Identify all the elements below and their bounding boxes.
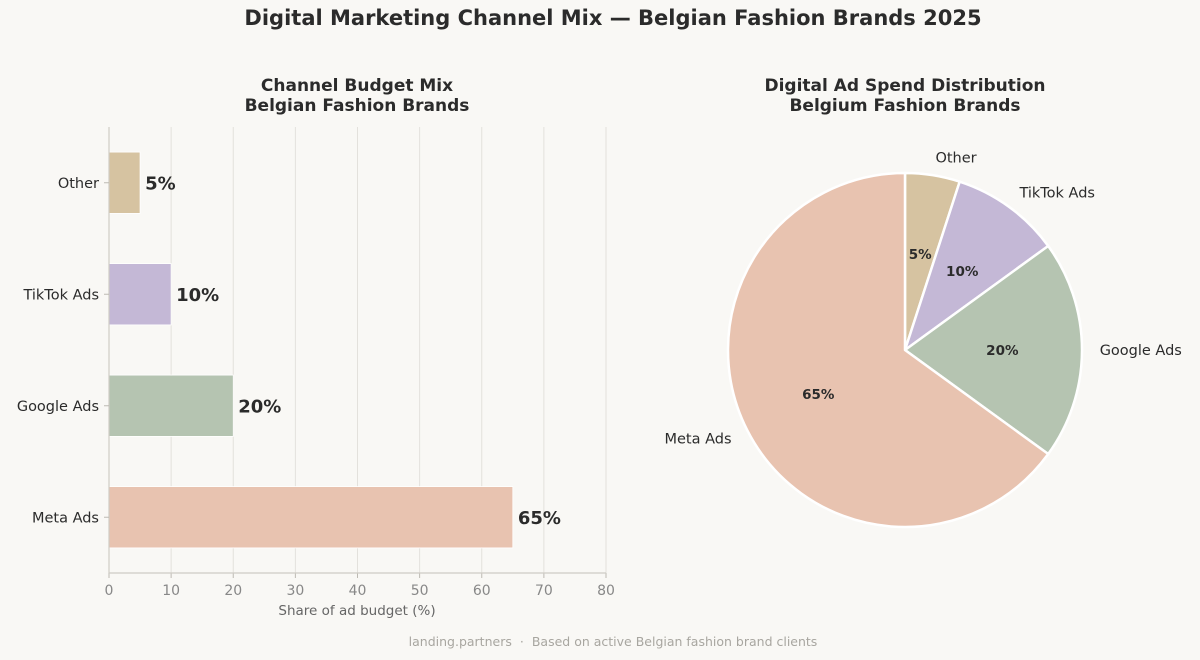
footer-source: landing.partners	[408, 634, 512, 649]
pie-chart: Digital Ad Spend Distribution Belgium Fa…	[664, 76, 1182, 529]
bar-x-tick-label: 40	[349, 583, 367, 599]
footer-note: landing.partners · Based on active Belgian…	[0, 634, 1200, 649]
bar-google-ads	[108, 374, 234, 437]
bar-x-axis-label: Share of ad budget (%)	[278, 603, 435, 619]
bar-chart-subtitle: Belgian Fashion Brands	[245, 96, 470, 116]
pie-slice-meta-ads	[726, 171, 1050, 529]
bar-x-tick-label: 80	[597, 583, 615, 599]
page-title: Digital Marketing Channel Mix — Belgian …	[244, 6, 982, 30]
bar-y-tick-label: TikTok Ads	[22, 287, 99, 303]
bar-y-tick-label: Meta Ads	[32, 510, 99, 526]
bar-x-tick-label: 50	[411, 583, 429, 599]
bar-bars: 65% 20% 10% 5%	[108, 151, 561, 549]
pie-data-label: 5%	[909, 247, 932, 263]
bar-y-tick-label: Google Ads	[17, 399, 99, 415]
pie-chart-title: Digital Ad Spend Distribution	[764, 76, 1045, 96]
bar-meta-ads	[108, 486, 514, 549]
bar-chart: Channel Budget Mix Belgian Fashion Brand…	[17, 76, 615, 619]
pie-slices	[726, 171, 1084, 529]
footer-separator: ·	[519, 634, 524, 649]
bar-x-tick-label: 10	[162, 583, 180, 599]
bar-y-tick-label: Other	[58, 176, 99, 192]
bar-x-tick-label: 0	[105, 583, 114, 599]
bar-x-tick-label: 30	[286, 583, 304, 599]
bar-grid	[170, 127, 607, 573]
pie-data-label: 65%	[802, 387, 835, 403]
bar-axes: 0 10 20 30 40 50 60 70 80 Meta Ads Google Ads TikTo…	[17, 127, 615, 599]
bar-other	[108, 151, 141, 214]
bar-chart-title: Channel Budget Mix	[261, 76, 453, 96]
bar-tiktok-ads	[108, 263, 172, 326]
pie-category-label: Other	[935, 151, 976, 167]
pie-category-label: Meta Ads	[664, 431, 731, 447]
pie-chart-subtitle: Belgium Fashion Brands	[789, 96, 1020, 116]
pie-slice-tiktok-ads	[903, 180, 1050, 352]
bar-x-tick-label: 20	[224, 583, 242, 599]
bar-x-tick-label: 70	[535, 583, 553, 599]
bar-x-tick-label: 60	[473, 583, 491, 599]
bar-data-label: 65%	[518, 508, 561, 529]
pie-category-label: TikTok Ads	[1018, 185, 1095, 201]
pie-category-label: Google Ads	[1100, 343, 1182, 359]
footer-note-text: Based on active Belgian fashion brand cl…	[531, 634, 818, 649]
bar-data-label: 5%	[145, 173, 176, 194]
pie-labels: 5% Other 10% TikTok Ads 20% Google Ads 65% Meta…	[664, 151, 1181, 448]
bar-data-label: 20%	[238, 396, 281, 417]
bar-data-label: 10%	[176, 285, 219, 306]
pie-data-label: 20%	[986, 343, 1019, 359]
pie-slice-google-ads	[903, 244, 1084, 456]
pie-data-label: 10%	[946, 264, 979, 280]
